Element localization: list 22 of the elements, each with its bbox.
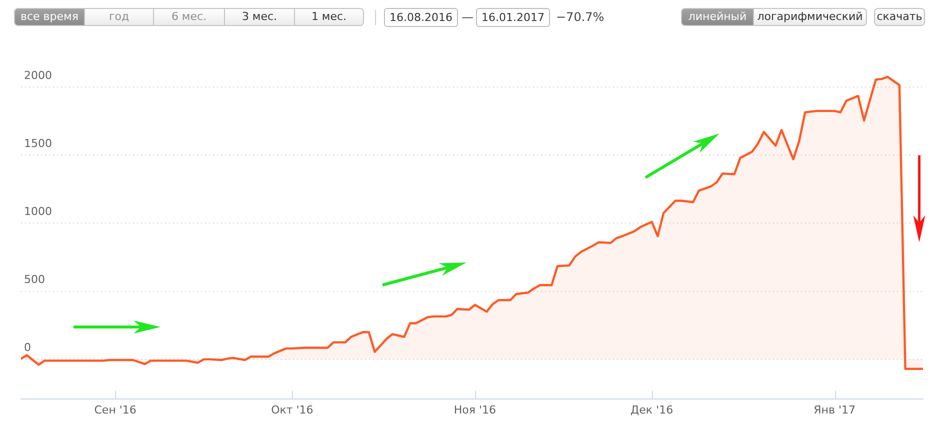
date-field: 16.01.2017 [476, 8, 550, 27]
x-tick-label: Сен '16 [94, 403, 136, 416]
scale-button: линейный [681, 8, 754, 26]
range-button: год [85, 8, 154, 26]
x-tick-label: Ноя '16 [454, 403, 496, 416]
y-tick-label: 1500 [24, 137, 52, 150]
range-button: 6 мес. [154, 8, 225, 26]
download-button: скачать [874, 8, 925, 26]
y-tick-label: 1000 [24, 205, 52, 218]
x-tick-label: Дек '16 [630, 403, 674, 416]
range-button: 3 мес. [225, 8, 295, 26]
range-button: все время [14, 8, 85, 26]
y-tick-label: 0 [24, 341, 31, 354]
annotation: — [460, 9, 474, 26]
x-tick-label: Янв '17 [814, 403, 856, 416]
annotation: −70.7% [556, 9, 604, 26]
y-tick-label: 2000 [24, 68, 52, 82]
y-tick-label: 500 [24, 273, 45, 286]
x-tick-label: Окт '16 [271, 403, 314, 416]
date-field: 16.08.2016 [384, 8, 458, 27]
scale-button: логарифмический [754, 8, 867, 26]
range-button: 1 мес. [295, 8, 364, 26]
